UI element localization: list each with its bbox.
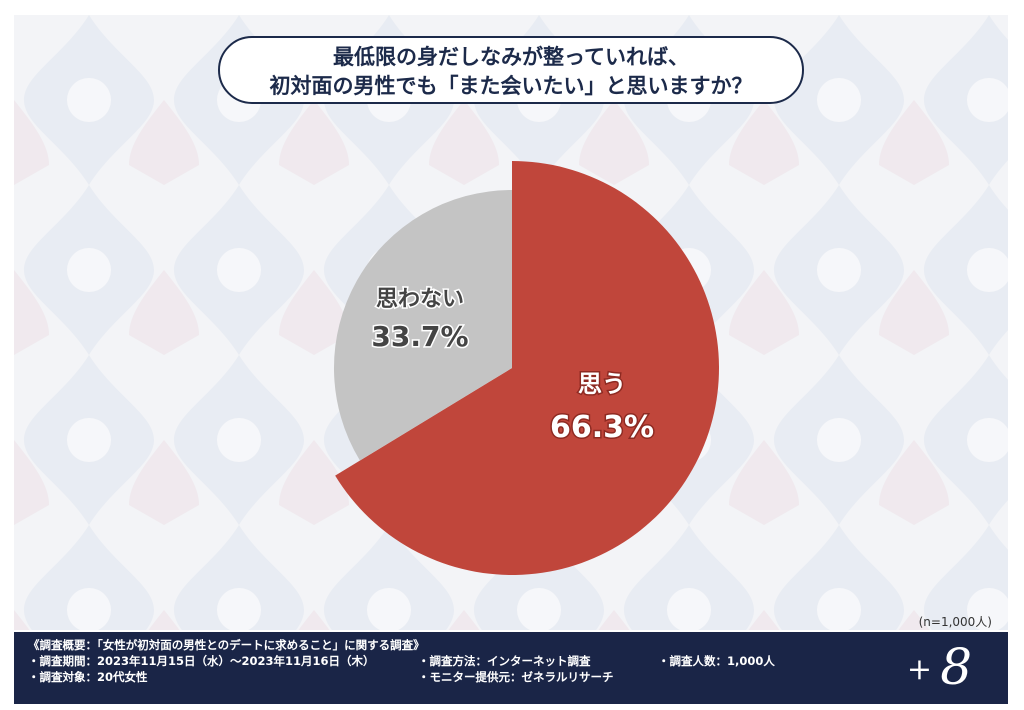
pie-slice-0 xyxy=(335,161,719,575)
sample-size-note: (n=1,000人) xyxy=(918,615,992,629)
question-line-2: 初対面の男性でも「また会いたい」と思いますか？ xyxy=(269,74,753,98)
footer-target: ・調査対象：20代女性 xyxy=(28,670,148,684)
slice-label-omou: 思う xyxy=(578,370,626,398)
footer-provider: ・モニター提供元：ゼネラルリサーチ xyxy=(418,670,614,684)
survey-footer: 《調査概要：「女性が初対面の男性とのデートに求めること」に関する調査》 ・調査期… xyxy=(14,632,1008,704)
question-line-1: 最低限の身だしなみが整っていれば、 xyxy=(333,45,689,69)
footer-count: ・調査人数：1,000人 xyxy=(658,654,775,668)
logo-plus: + xyxy=(906,652,932,687)
pie-slice-1 xyxy=(333,189,512,461)
question-box: 最低限の身だしなみが整っていれば、 初対面の男性でも「また会いたい」と思いますか… xyxy=(218,36,804,104)
slice-value-omou: 66.3% xyxy=(550,410,654,445)
logo-eight: 8 xyxy=(940,638,972,696)
slice-label-omowanai: 思わない xyxy=(376,287,464,312)
slice-value-omowanai: 33.7% xyxy=(371,320,468,353)
footer-method: ・調査方法：インターネット調査 xyxy=(418,654,591,668)
footer-title: 《調査概要：「女性が初対面の男性とのデートに求めること」に関する調査》 xyxy=(28,638,425,652)
footer-period: ・調査期間：2023年11月15日（水）〜2023年11月16日（木） xyxy=(28,654,375,668)
brand-logo: + 8 xyxy=(892,638,972,700)
